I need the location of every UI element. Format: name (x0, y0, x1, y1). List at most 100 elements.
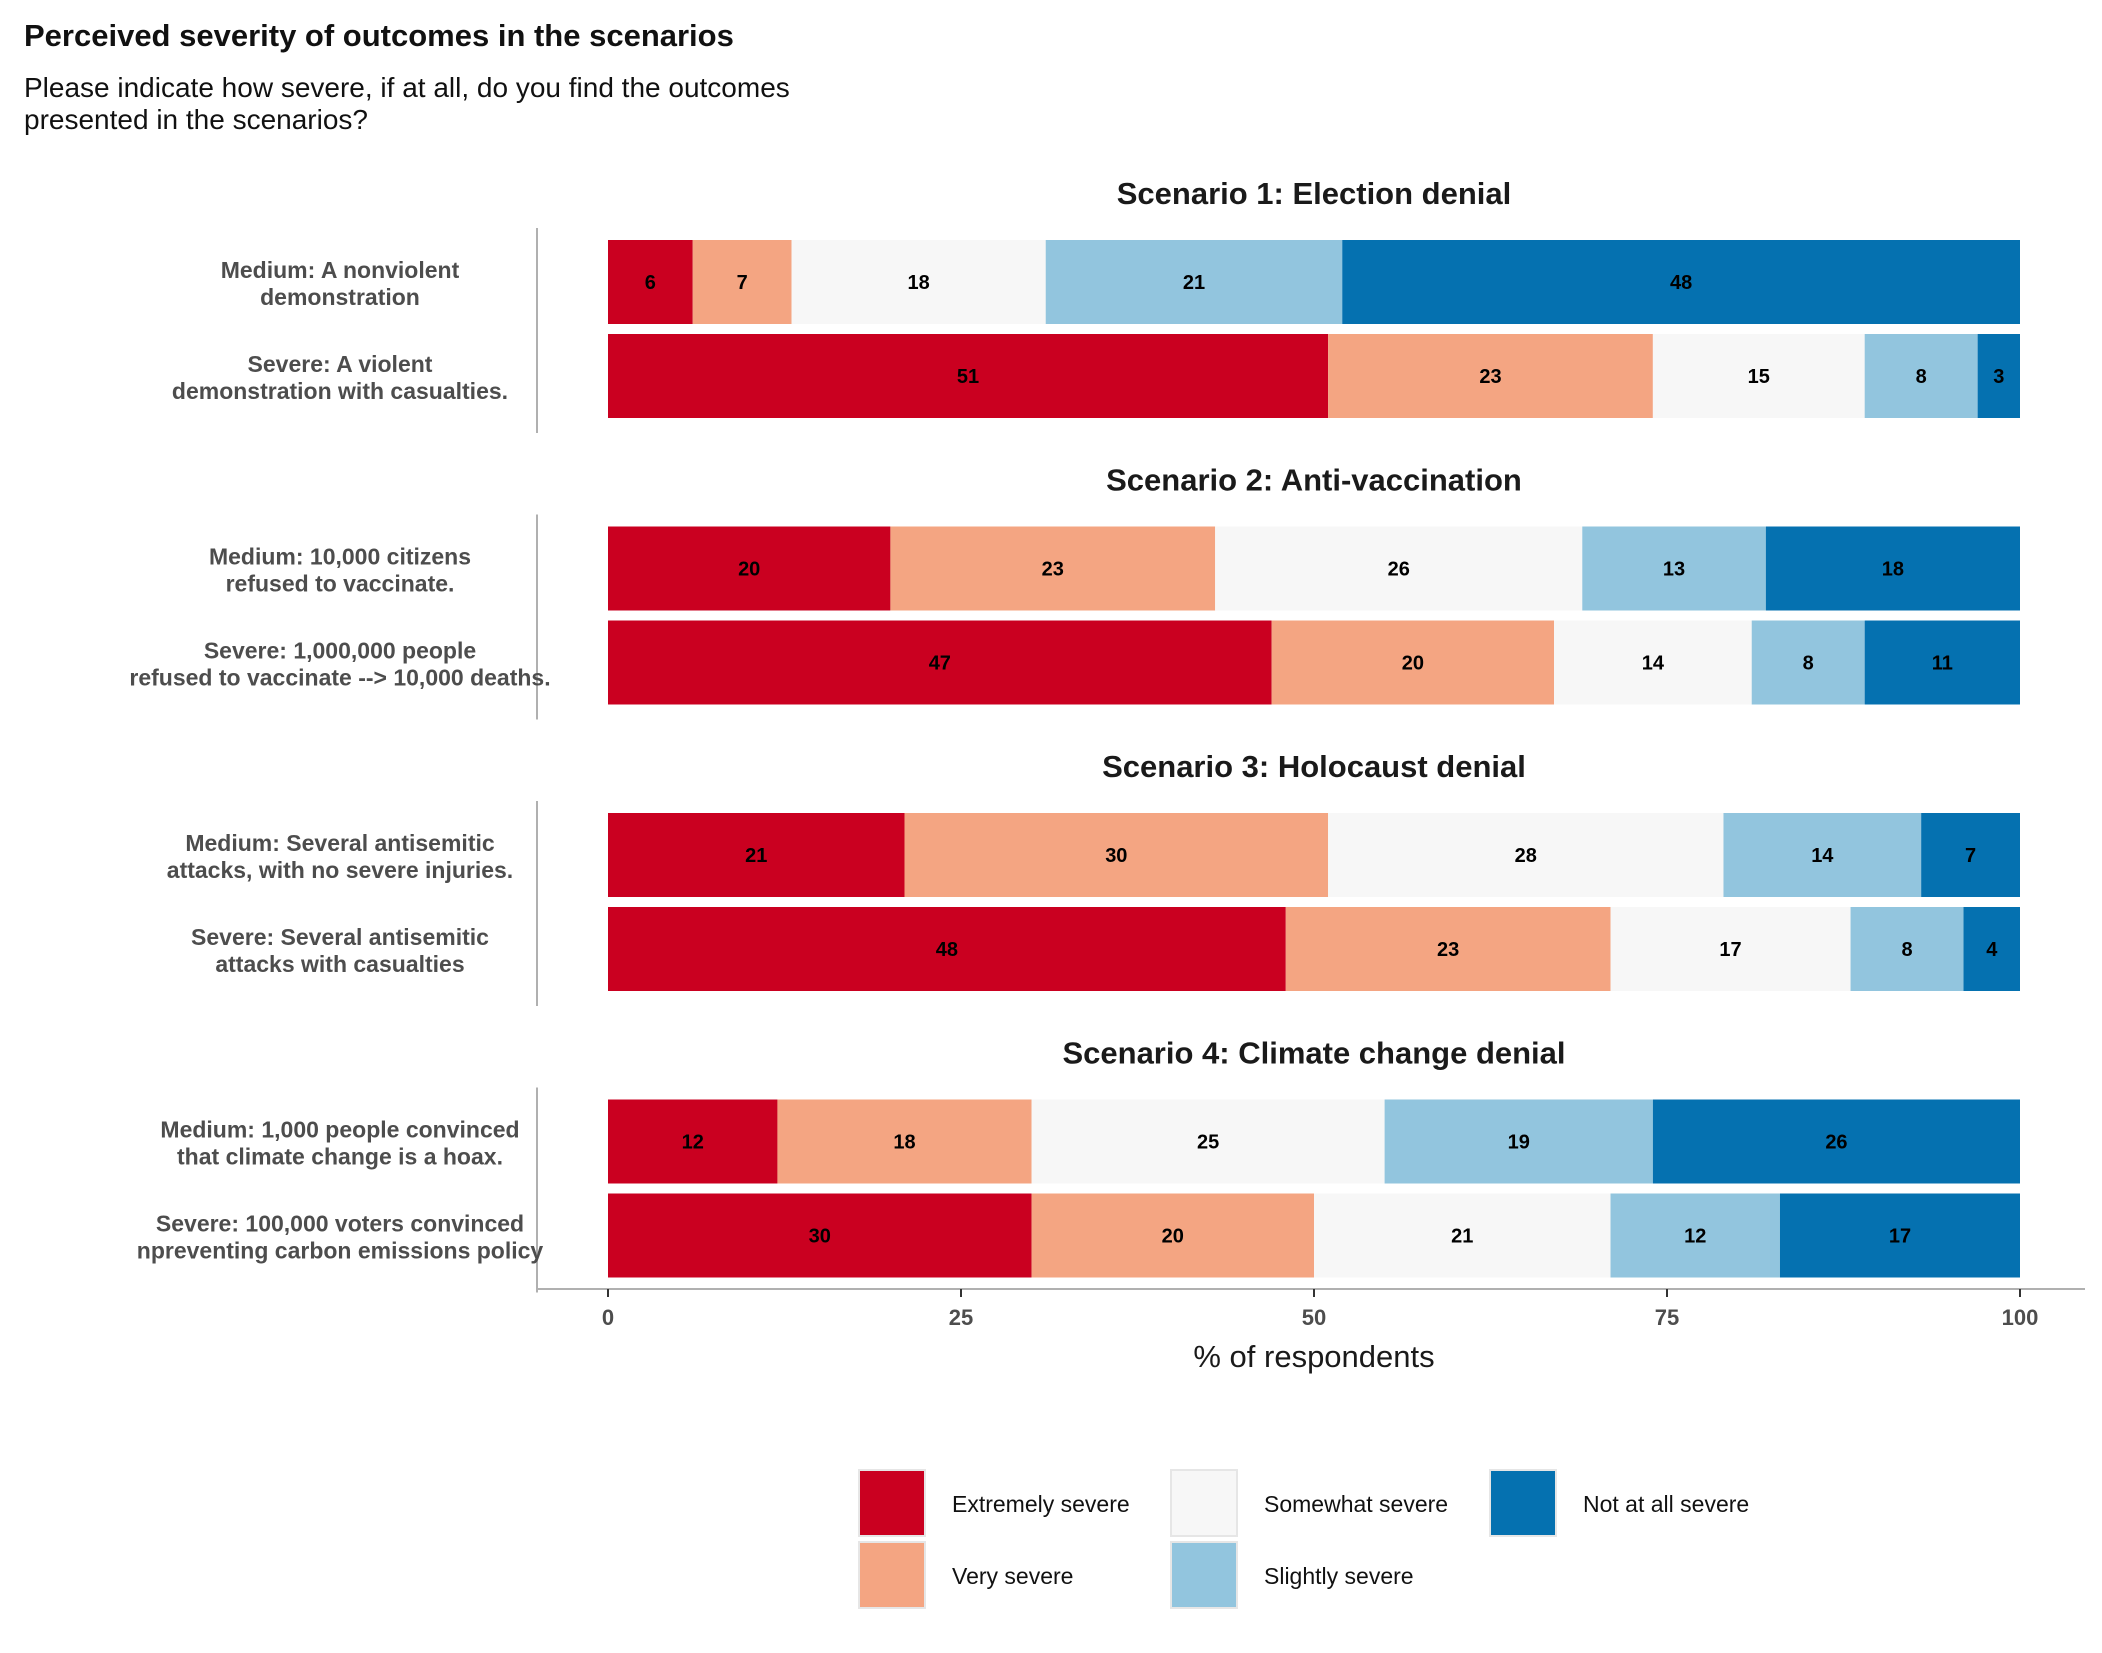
data-label: 30 (809, 1226, 831, 1248)
bar-segment (1610, 1193, 1780, 1278)
x-tick-label: 50 (1302, 1305, 1326, 1330)
data-label: 23 (1042, 559, 1064, 581)
data-label: 21 (1451, 1226, 1473, 1248)
data-label: 8 (1916, 366, 1927, 388)
data-label: 14 (1811, 845, 1834, 867)
data-label: 20 (1162, 1226, 1184, 1248)
data-label: 6 (645, 272, 656, 294)
data-label: 19 (1508, 1132, 1530, 1154)
bar-segment (1610, 907, 1851, 991)
data-label: 13 (1663, 559, 1685, 581)
legend-swatch (1489, 1469, 1557, 1537)
row-label-line: attacks, with no severe injuries. (167, 857, 513, 883)
data-label: 25 (1197, 1132, 1219, 1154)
row-label-line: Severe: 1,000,000 people (204, 638, 476, 664)
bar-segment (777, 1099, 1032, 1184)
data-label: 11 (1932, 653, 1953, 675)
data-label: 7 (737, 272, 748, 294)
bar-segment (608, 240, 693, 324)
bar-segment (608, 813, 905, 897)
row-label: Severe: 100,000 voters convinced nprevent… (137, 1211, 544, 1264)
legend-swatch (858, 1541, 926, 1609)
panel-title: Scenario 4: Climate change denial (1062, 1036, 1565, 1071)
data-label: 28 (1515, 845, 1537, 867)
bar-segment (1554, 620, 1752, 705)
bar-segment (1723, 813, 1922, 897)
data-label: 23 (1479, 366, 1501, 388)
data-label: 12 (1684, 1226, 1706, 1248)
legend-label: Not at all severe (1583, 1491, 1749, 1517)
bar-segment (1779, 1193, 2020, 1278)
row-label: Medium: Several antisemitic attacks, with… (167, 830, 513, 883)
bar-segment (890, 526, 1216, 611)
data-label: 4 (1986, 939, 1998, 961)
legend-label: Slightly severe (1264, 1563, 1414, 1589)
bar-segment (904, 813, 1329, 897)
data-label: 26 (1388, 559, 1410, 581)
panel-title: Scenario 3: Holocaust denial (1102, 749, 1526, 784)
bar-segment (1864, 620, 2020, 705)
data-label: 51 (957, 366, 979, 388)
data-label: 20 (738, 559, 760, 581)
data-label: 15 (1748, 366, 1770, 388)
row-label-line: Severe: 100,000 voters convinced (156, 1211, 524, 1237)
bar-segment (1582, 526, 1766, 611)
data-label: 48 (1670, 272, 1692, 294)
row-label-line: Medium: 10,000 citizens (209, 544, 471, 570)
bar-segment (1342, 240, 2020, 324)
row-label-line: Medium: A nonviolent (221, 257, 460, 283)
data-label: 8 (1803, 653, 1814, 675)
bar-segment (1652, 334, 1865, 418)
data-label: 7 (1965, 845, 1976, 867)
row-label-line: Medium: Several antisemitic (185, 830, 495, 856)
row-label-line: Severe: Several antisemitic (191, 924, 489, 950)
bar-segment (1328, 813, 1724, 897)
data-label: 12 (682, 1132, 704, 1154)
x-tick-label: 75 (1655, 1305, 1679, 1330)
bar-segment (1384, 1099, 1653, 1184)
row-label-line: demonstration with casualties. (172, 378, 508, 404)
x-tick-label: 25 (949, 1305, 973, 1330)
bar-segment (791, 240, 1046, 324)
row-label-line: attacks with casualties (215, 951, 464, 977)
row-label-line: npreventing carbon emissions policy (137, 1238, 544, 1264)
row-label: Medium: 10,000 citizens refused to vaccin… (209, 544, 471, 597)
bar-segment (1314, 1193, 1611, 1278)
bar-segment (1751, 620, 1865, 705)
bar-segment (1765, 526, 2020, 611)
row-label-line: that climate change is a hoax. (177, 1144, 503, 1170)
legend-swatch (858, 1469, 926, 1537)
bar-segment (608, 907, 1286, 991)
row-label: Severe: A violent demonstration with casu… (172, 351, 508, 404)
legend-label: Somewhat severe (1264, 1491, 1448, 1517)
data-label: 20 (1402, 653, 1424, 675)
legend-label: Extremely severe (952, 1491, 1130, 1517)
data-label: 47 (929, 653, 951, 675)
row-label-line: refused to vaccinate. (226, 571, 455, 597)
bar-segment (608, 1099, 778, 1184)
bar-segment (1215, 526, 1583, 611)
data-label: 18 (908, 272, 930, 294)
data-label: 21 (1183, 272, 1205, 294)
data-label: 48 (936, 939, 958, 961)
bar-segment (608, 1193, 1032, 1278)
bar-segment (1285, 907, 1611, 991)
panel-title: Scenario 1: Election denial (1117, 176, 1512, 211)
data-label: 21 (745, 845, 767, 867)
legend-label: Very severe (952, 1563, 1073, 1589)
bar-segment (1652, 1099, 2020, 1184)
bar-segment (1963, 907, 2020, 991)
x-axis-label: % of respondents (1193, 1339, 1434, 1374)
data-label: 18 (893, 1132, 915, 1154)
legend-swatch (1170, 1469, 1238, 1537)
bar-segment (1864, 334, 1978, 418)
x-tick-label: 0 (602, 1305, 614, 1330)
row-label-line: Severe: A violent (248, 351, 433, 377)
bar-segment (608, 526, 891, 611)
row-label: Severe: Several antisemitic attacks with … (191, 924, 489, 977)
chart-title: Perceived severity of outcomes in the sc… (24, 18, 734, 53)
data-label: 14 (1642, 653, 1665, 675)
data-label: 8 (1901, 939, 1912, 961)
bar-segment (1271, 620, 1555, 705)
bar-segment (692, 240, 792, 324)
